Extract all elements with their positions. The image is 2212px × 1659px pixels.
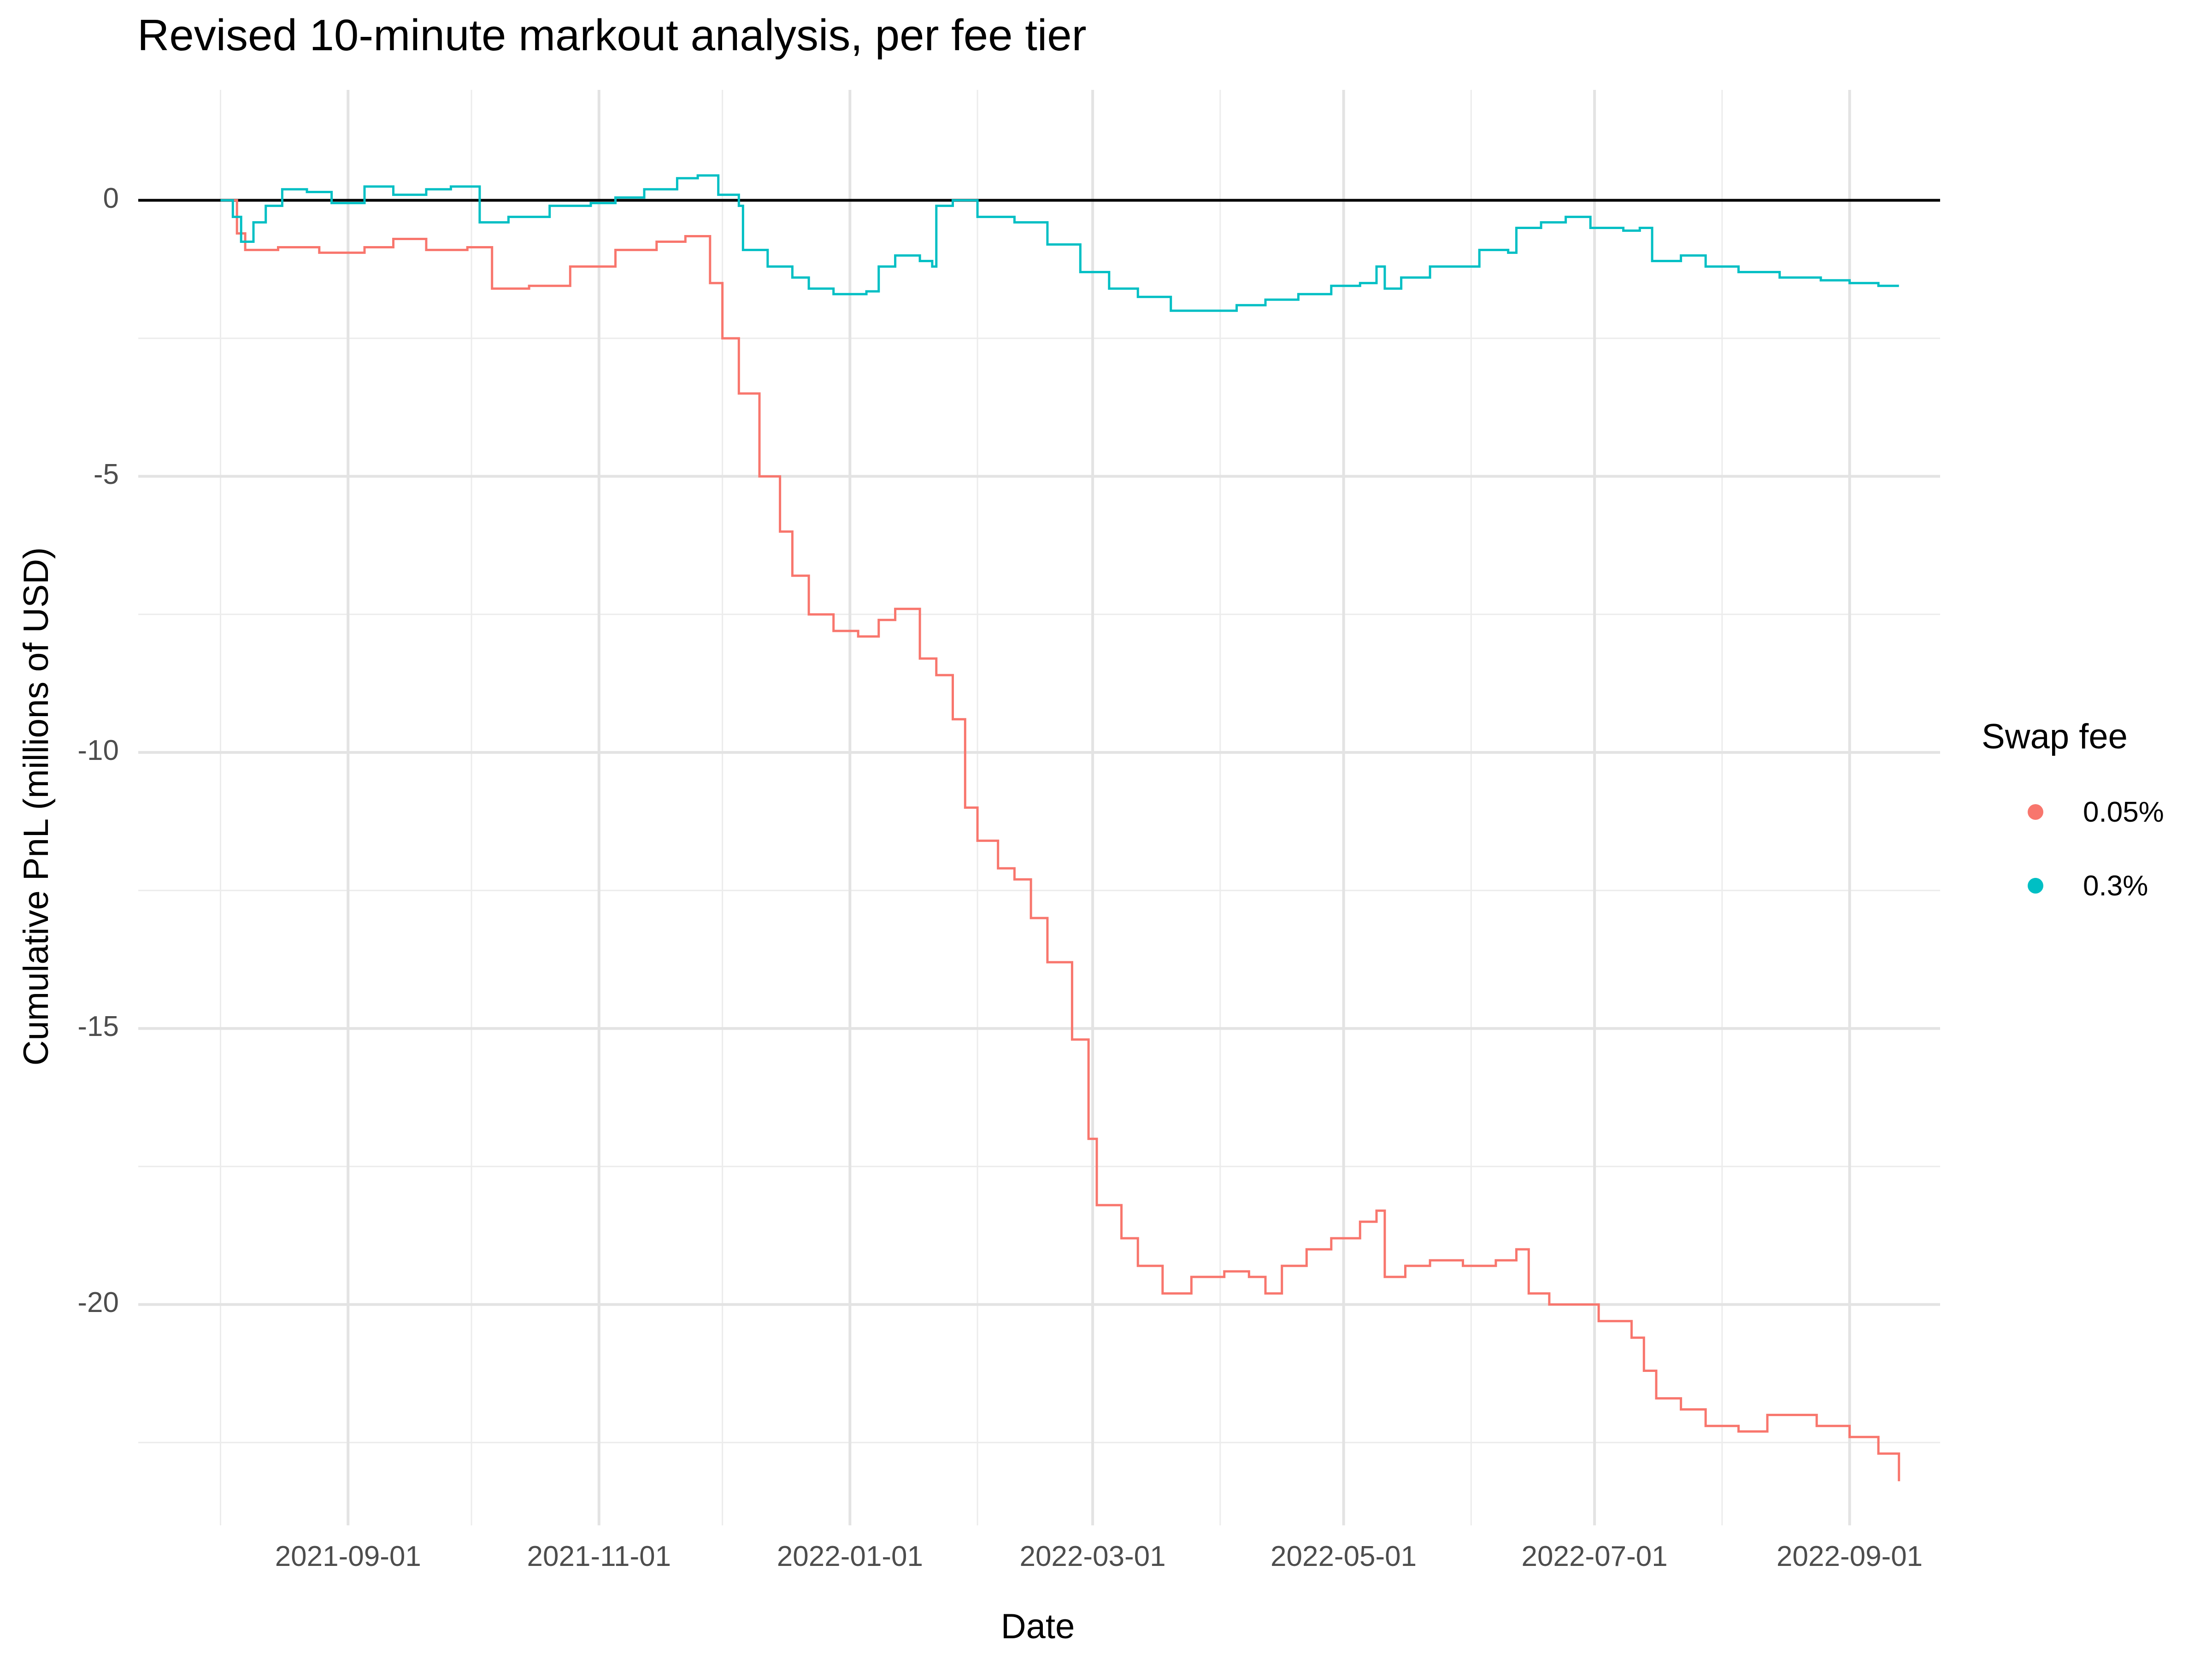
series-layer <box>220 174 1900 1482</box>
y-axis-title: Cumulative PnL (millions of USD) <box>17 547 56 1066</box>
major-gridlines <box>138 90 1940 1525</box>
x-tick-label: 2022-01-01 <box>777 1541 923 1572</box>
legend-key-dot <box>2028 878 2043 894</box>
series-line-0.05% <box>220 199 1900 1482</box>
legend-label: 0.3% <box>2083 870 2148 902</box>
legend-item-0.05%: 0.05% <box>1982 775 2164 849</box>
legend-title: Swap fee <box>1982 717 2128 756</box>
legend-key-dot <box>2028 804 2043 820</box>
minor-gridlines <box>138 90 1940 1525</box>
y-tick-label: -10 <box>77 735 119 766</box>
x-axis-tick-labels: 2021-09-01 2021-11-01 2022-01-01 2022-03-01… <box>275 1541 1923 1572</box>
x-tick-label: 2021-11-01 <box>527 1541 671 1572</box>
chart-title: Revised 10-minute markout analysis, per … <box>137 11 1087 60</box>
x-tick-label: 2022-05-01 <box>1271 1541 1417 1572</box>
y-tick-label: 0 <box>103 182 119 214</box>
legend-label: 0.05% <box>2083 796 2164 828</box>
y-tick-label: -15 <box>77 1011 119 1042</box>
y-tick-label: -20 <box>77 1287 119 1318</box>
y-tick-label: -5 <box>94 459 119 490</box>
x-tick-label: 2022-03-01 <box>1019 1541 1165 1572</box>
x-tick-label: 2022-09-01 <box>1777 1541 1923 1572</box>
legend: Swap fee 0.05% 0.3% <box>1982 717 2164 923</box>
legend-item-0.3%: 0.3% <box>1982 849 2164 923</box>
y-axis-tick-labels: 0 -5 -10 -15 -20 <box>77 182 119 1318</box>
series-line-0.3% <box>220 174 1899 312</box>
x-tick-label: 2021-09-01 <box>275 1541 421 1572</box>
x-axis-title: Date <box>1001 1607 1075 1646</box>
x-tick-label: 2022-07-01 <box>1522 1541 1668 1572</box>
